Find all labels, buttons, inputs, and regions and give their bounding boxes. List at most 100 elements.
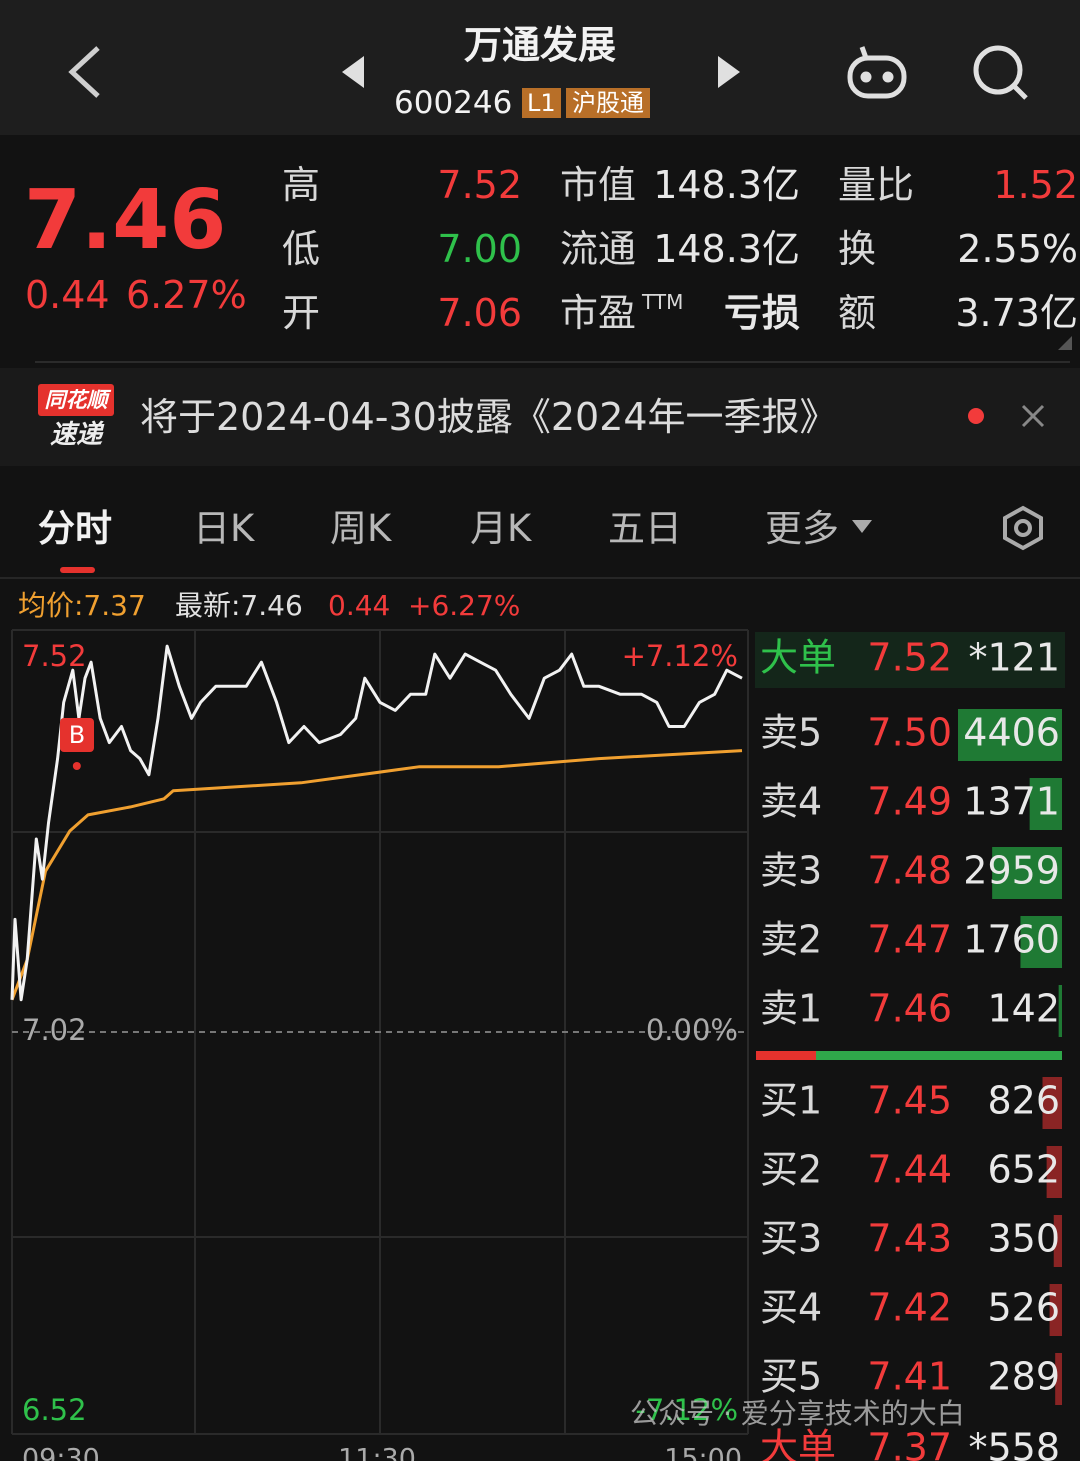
book-price: 7.47 bbox=[867, 918, 952, 962]
volume-bar bbox=[1042, 1077, 1062, 1129]
last-price: 7.46 bbox=[24, 173, 227, 268]
watermark: 公众号 · 爱分享技术的大白 bbox=[630, 1397, 965, 1430]
book-volume: 652 bbox=[987, 1148, 1060, 1192]
volume-bar bbox=[1029, 778, 1062, 830]
book-label: 卖1 bbox=[760, 987, 822, 1031]
brand-top: 同花顺 bbox=[44, 388, 108, 412]
unread-dot bbox=[968, 408, 984, 424]
book-volume: 526 bbox=[987, 1286, 1060, 1330]
y-tick-label: 7.52 bbox=[22, 639, 87, 673]
book-label: 卖2 bbox=[760, 918, 822, 962]
prev-icon[interactable] bbox=[342, 56, 364, 88]
next-icon[interactable] bbox=[718, 56, 740, 88]
book-price: 7.43 bbox=[867, 1217, 952, 1261]
x-tick-label: 15:00 bbox=[664, 1444, 742, 1461]
stat-value: 7.52 bbox=[437, 163, 522, 207]
tab[interactable]: 更多 bbox=[765, 507, 839, 550]
stock-code: 600246 bbox=[394, 85, 513, 121]
book-volume: 142 bbox=[987, 987, 1060, 1031]
book-volume: 826 bbox=[987, 1079, 1060, 1123]
legend-avg: 均价:7.37 bbox=[18, 589, 146, 622]
buy-marker bbox=[60, 718, 94, 752]
y-tick-label: 6.52 bbox=[22, 1393, 87, 1427]
book-volume: 350 bbox=[987, 1217, 1060, 1261]
brand-bottom: 速递 bbox=[49, 420, 102, 450]
book-price: 7.44 bbox=[867, 1148, 952, 1192]
book-label: 买5 bbox=[760, 1355, 822, 1399]
y-tick-label: 7.02 bbox=[22, 1013, 87, 1047]
book-volume: 2959 bbox=[963, 849, 1060, 893]
volume-bar bbox=[1055, 1353, 1062, 1405]
y2-tick-label: -7.12% bbox=[635, 1393, 738, 1427]
notice-text[interactable]: 将于2024-04-30披露《2024年一季报》 bbox=[140, 395, 838, 439]
book-label: 卖4 bbox=[760, 780, 822, 824]
book-volume: *121 bbox=[968, 636, 1060, 680]
bid-strength bbox=[756, 1051, 816, 1060]
legend-latest: 最新:7.46 bbox=[175, 589, 303, 622]
tab[interactable]: 日K bbox=[193, 507, 255, 550]
close-icon[interactable] bbox=[1021, 404, 1045, 428]
stat-value: 1.52 bbox=[993, 163, 1078, 207]
stat-label: 市值 bbox=[560, 163, 637, 207]
book-label: 买2 bbox=[760, 1148, 822, 1192]
volume-bar bbox=[1049, 1284, 1062, 1336]
stat-sup: TTM bbox=[642, 290, 684, 314]
price-change: 0.44 bbox=[25, 273, 110, 317]
notice-bar bbox=[0, 368, 1080, 466]
price-line bbox=[10, 749, 743, 1001]
book-label: 卖3 bbox=[760, 849, 822, 893]
buy-marker-label: B bbox=[69, 721, 85, 749]
ask-strength bbox=[816, 1051, 1062, 1060]
book-label: 买4 bbox=[760, 1286, 822, 1330]
more-arrow[interactable] bbox=[852, 520, 872, 533]
search-icon[interactable] bbox=[973, 45, 1028, 100]
badge: 沪股通 bbox=[566, 88, 650, 118]
settings-icon[interactable] bbox=[1003, 505, 1043, 551]
price-line bbox=[10, 644, 743, 1002]
tab[interactable]: 分时 bbox=[38, 507, 112, 550]
tab[interactable]: 五日 bbox=[608, 507, 682, 550]
book-volume: 1760 bbox=[963, 918, 1060, 962]
stat-value: 7.00 bbox=[437, 227, 522, 271]
back-icon[interactable] bbox=[68, 46, 100, 98]
legend-pct: +6.27% bbox=[408, 589, 521, 622]
stat-label: 换 bbox=[838, 227, 877, 271]
book-price: 7.49 bbox=[867, 780, 952, 824]
book-price: 7.37 bbox=[867, 1426, 952, 1461]
tab[interactable]: 周K bbox=[330, 507, 392, 550]
stat-label: 开 bbox=[282, 291, 321, 335]
book-price: 7.52 bbox=[867, 636, 952, 680]
stat-label: 量比 bbox=[838, 163, 915, 207]
stat-value: 亏损 bbox=[723, 291, 800, 335]
tab[interactable]: 月K bbox=[470, 507, 532, 550]
stat-label: 额 bbox=[838, 291, 877, 335]
book-label: 大单 bbox=[760, 636, 836, 680]
book-price: 7.42 bbox=[867, 1286, 952, 1330]
y2-tick-label: +7.12% bbox=[622, 639, 738, 673]
book-price: 7.50 bbox=[867, 711, 952, 755]
book-volume: 1371 bbox=[963, 780, 1060, 824]
book-label: 买1 bbox=[760, 1079, 822, 1123]
robot-icon[interactable] bbox=[847, 46, 907, 99]
stat-value: 7.06 bbox=[437, 291, 522, 335]
book-volume: 4406 bbox=[963, 711, 1060, 755]
volume-bar bbox=[992, 847, 1062, 899]
book-price: 7.45 bbox=[867, 1079, 952, 1123]
book-price: 7.46 bbox=[867, 987, 952, 1031]
buy-dot bbox=[72, 762, 81, 770]
corner-icon bbox=[1058, 336, 1072, 350]
book-label: 卖5 bbox=[760, 711, 822, 755]
stat-label: 低 bbox=[282, 227, 321, 271]
stat-label: 市盈 bbox=[560, 291, 637, 335]
stat-value: 3.73亿 bbox=[955, 291, 1078, 335]
stat-value: 2.55% bbox=[957, 227, 1078, 271]
badge: L1 bbox=[522, 88, 561, 118]
book-volume: 289 bbox=[987, 1355, 1060, 1399]
stat-label: 流通 bbox=[560, 227, 637, 271]
legend-change: 0.44 bbox=[328, 589, 391, 622]
volume-bar bbox=[1058, 985, 1062, 1037]
x-tick-label: 09:30 bbox=[22, 1444, 100, 1461]
stat-label: 高 bbox=[282, 163, 321, 207]
stat-value: 148.3亿 bbox=[653, 227, 800, 271]
